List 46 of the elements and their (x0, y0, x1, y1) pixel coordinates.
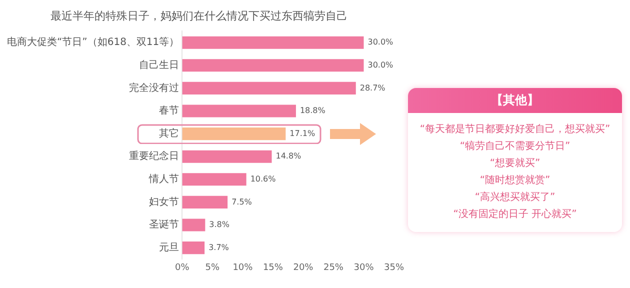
text: “每天都是节日都要好好爱自己，想买就买” (418, 122, 612, 136)
bar (182, 150, 272, 163)
bar (182, 82, 356, 94)
text: “想要就买” (488, 156, 542, 170)
data-label: 14.8% (276, 152, 302, 161)
data-label: 3.8% (209, 220, 230, 230)
x-tick-label: 0% (175, 262, 190, 273)
y-tick-label: 元旦 (159, 242, 180, 254)
x-tick-label: 15% (262, 262, 284, 273)
bar (182, 196, 228, 208)
data-label: 10.6% (250, 174, 276, 184)
data-label: 28.7% (360, 83, 386, 92)
bar (182, 128, 286, 140)
text: “随时想赏就赏” (478, 174, 552, 187)
text: “没有固定的日子 开心就买” (452, 208, 578, 221)
text: “高兴想买就买了” (474, 190, 556, 204)
x-tick-label: 30% (354, 262, 374, 273)
y-tick-label: 重要纪念日 (129, 150, 180, 162)
y-tick-label: 自己生日 (139, 58, 180, 71)
data-label: 17.1% (290, 128, 316, 138)
y-tick-label: 妇女节 (149, 196, 180, 208)
x-tick-label: 10% (232, 262, 254, 273)
bar (182, 104, 296, 118)
text: 【其他】 (408, 88, 622, 113)
x-tick-label: 25% (323, 262, 344, 273)
data-label: 30.0% (368, 38, 394, 47)
data-label: 30.0% (368, 60, 394, 70)
bar (182, 173, 246, 186)
y-tick-label: 情人节 (148, 172, 180, 185)
x-tick-label: 5% (205, 262, 220, 273)
y-tick-label: 其它 (159, 127, 180, 140)
chart-title: 最近半年的特殊日子，妈妈们在什么情况下买过东西犒劳自己 (50, 9, 348, 22)
data-label: 7.5% (232, 197, 252, 206)
data-label: 18.8% (300, 106, 326, 116)
y-tick-label: 春节 (159, 104, 180, 117)
x-tick-label: 35% (384, 262, 404, 273)
text: “犒劳自己不需要分节日” (458, 140, 572, 153)
x-tick-label: 20% (293, 262, 314, 273)
bar (182, 242, 205, 254)
data-label: 3.7% (208, 242, 230, 252)
bar (182, 218, 206, 232)
y-tick-label: 圣诞节 (149, 218, 180, 231)
bar (182, 36, 364, 49)
y-tick-label: 完全没有过 (129, 82, 180, 94)
bar (182, 59, 364, 72)
y-tick-label: 电商大促类“节日”（如618、双11等） (6, 36, 180, 48)
